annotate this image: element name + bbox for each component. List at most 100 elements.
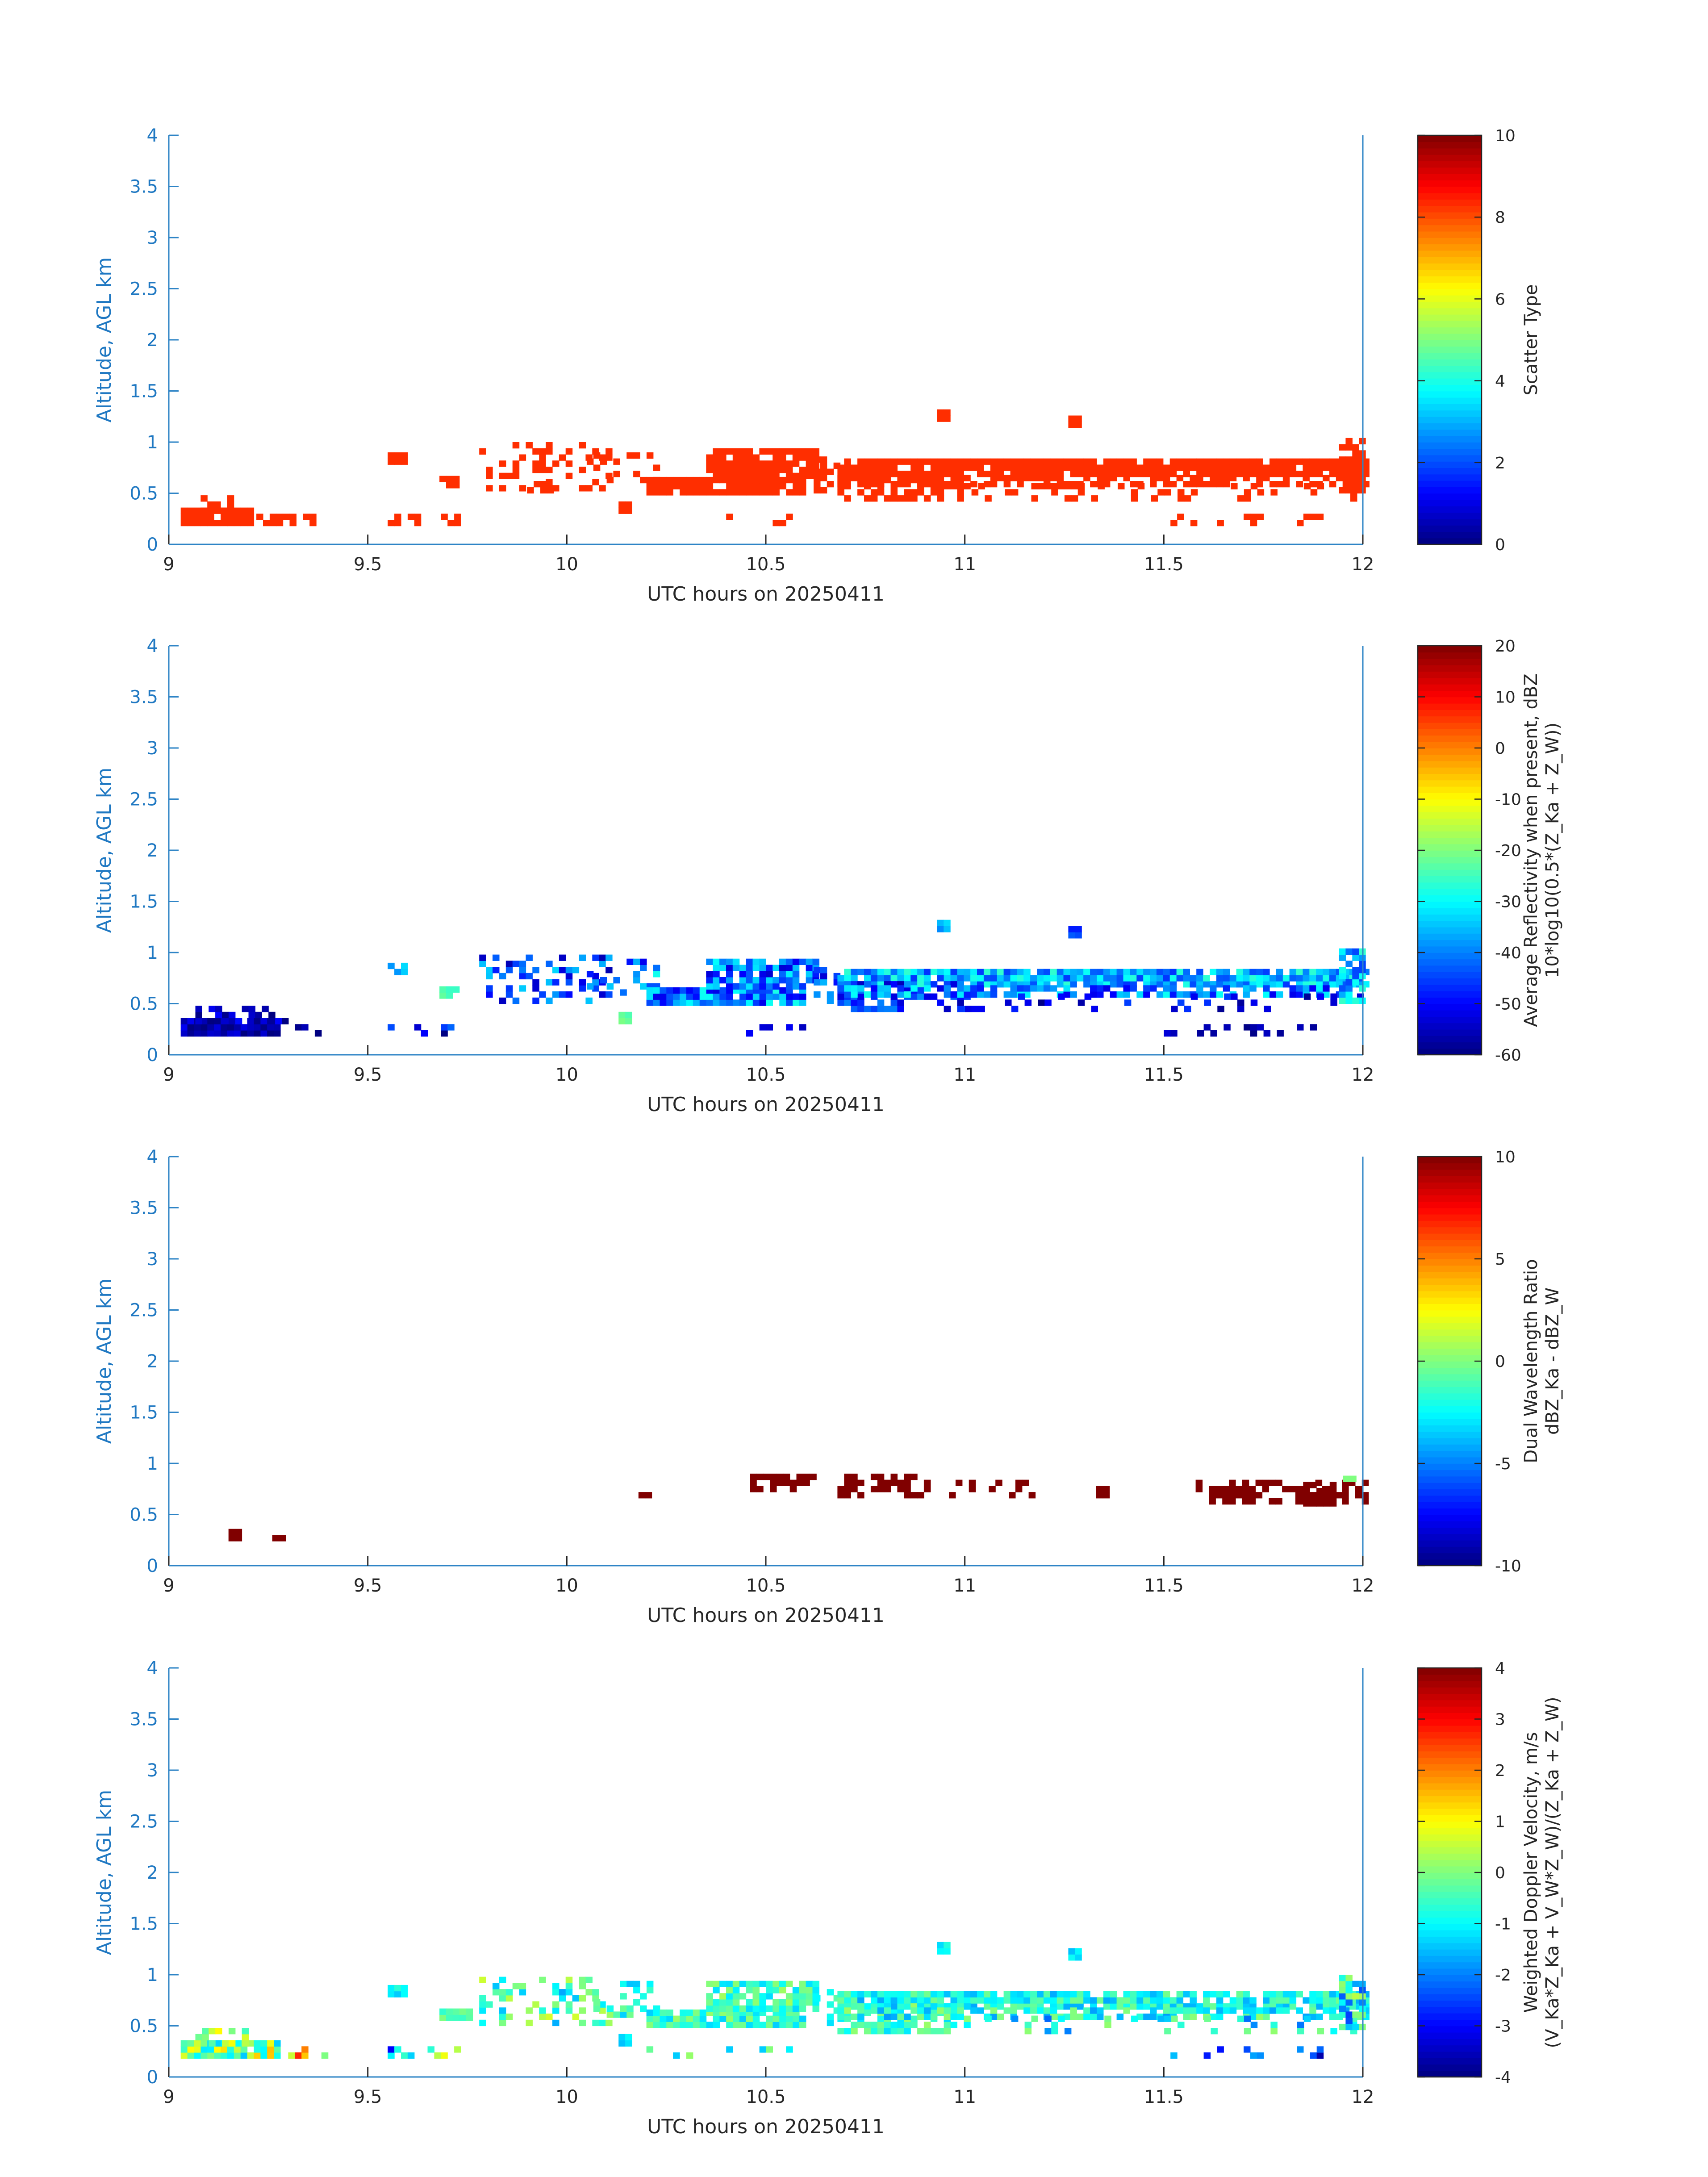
heatmap-cell (904, 991, 911, 998)
heatmap-cell (1097, 991, 1104, 998)
heatmap-cell (486, 472, 493, 479)
heatmap-cell (466, 2014, 473, 2021)
heatmap-cell (388, 458, 395, 465)
heatmap-cell (877, 991, 885, 998)
heatmap-cell (1150, 458, 1157, 465)
heatmap-cell (1103, 475, 1111, 481)
heatmap-cell (1143, 2003, 1150, 2010)
heatmap-cell (519, 1989, 526, 1996)
heatmap-cell (593, 1999, 601, 2006)
heatmap-cell (1249, 2014, 1257, 2020)
heatmap-cell (1063, 991, 1070, 998)
heatmap-cell (950, 2014, 957, 2020)
heatmap-cell (1178, 999, 1185, 1006)
colorbar-swatch (1418, 1680, 1482, 1688)
colorbar-swatch (1418, 927, 1482, 934)
heatmap-cell (600, 977, 607, 984)
heatmap-cell (884, 2022, 891, 2028)
colorbar-swatch (1418, 1252, 1482, 1259)
heatmap-cell (585, 1989, 593, 1996)
heatmap-cell (746, 460, 753, 467)
heatmap-cell (579, 467, 586, 473)
heatmap-cell (274, 2046, 281, 2053)
heatmap-cell (1276, 471, 1283, 477)
heatmap-cell (776, 1479, 784, 1486)
heatmap-cell (579, 979, 586, 986)
heatmap-cell (786, 2015, 793, 2022)
heatmap-cell (414, 514, 422, 520)
heatmap-cell (1137, 483, 1145, 489)
heatmap-cell (990, 975, 998, 982)
heatmap-cell (1310, 1500, 1317, 1507)
heatmap-cell (592, 1989, 599, 1996)
heatmap-cell (552, 991, 560, 998)
heatmap-cell (227, 2052, 234, 2059)
heatmap-cell (248, 1006, 255, 1012)
heatmap-cell (1163, 481, 1170, 488)
heatmap-cell (1057, 975, 1064, 982)
heatmap-cell (713, 999, 720, 1006)
heatmap-cell (1170, 1030, 1178, 1037)
heatmap-cell (646, 1981, 654, 1987)
heatmap-cell (1345, 1999, 1353, 2006)
heatmap-cell (857, 1479, 864, 1486)
heatmap-cell (1352, 2023, 1359, 2031)
x-tick-label: 9 (163, 2087, 174, 2107)
heatmap-cell (1043, 975, 1051, 982)
heatmap-cell (1136, 969, 1144, 975)
heatmap-cell (990, 2014, 998, 2020)
colorbar-swatch (1418, 1744, 1482, 1751)
heatmap-cell (799, 472, 806, 479)
heatmap-cell (766, 993, 773, 1000)
heatmap-cell (1257, 2052, 1264, 2059)
colorbar-swatch (1418, 882, 1482, 889)
heatmap-cell (1083, 2007, 1090, 2014)
heatmap-cell (726, 2005, 733, 2012)
heatmap-cell (565, 1989, 573, 1996)
heatmap-cell (686, 2052, 693, 2059)
y-tick-label: 4 (147, 125, 158, 146)
heatmap-cell (1083, 475, 1090, 481)
heatmap-cell (1090, 991, 1097, 998)
colorbar-swatch (1418, 940, 1482, 947)
heatmap-cell (1289, 975, 1297, 982)
heatmap-cell (512, 1983, 520, 1989)
heatmap-cell (1345, 2023, 1353, 2031)
colorbar-swatch (1418, 1003, 1482, 1011)
heatmap-cell (726, 1987, 733, 1993)
heatmap-cell (719, 2005, 727, 2012)
heatmap-cell (1203, 2052, 1211, 2059)
heatmap-cell (1316, 975, 1323, 982)
heatmap-cell (937, 1997, 944, 2004)
heatmap-cell (1339, 948, 1346, 955)
heatmap-cell (633, 958, 640, 965)
heatmap-cell (766, 983, 773, 990)
heatmap-cell (539, 467, 546, 473)
heatmap-cell (283, 514, 290, 520)
heatmap-cell (1057, 475, 1064, 481)
heatmap-cell (1216, 475, 1224, 481)
heatmap-cell (759, 1993, 766, 2000)
heatmap-cell (1352, 973, 1359, 980)
heatmap-cell (180, 514, 188, 520)
colorbar-swatch (1418, 760, 1482, 768)
heatmap-cell (870, 1473, 878, 1480)
heatmap-cell (930, 993, 938, 1000)
heatmap-cell (599, 991, 606, 998)
heatmap-cell (401, 962, 408, 969)
heatmap-cell (1190, 993, 1198, 1000)
heatmap-cell (844, 969, 851, 975)
heatmap-cell (739, 489, 747, 496)
y-axis-label: Altitude, AGL km (93, 1790, 116, 1955)
heatmap-cell (1276, 1991, 1283, 1997)
heatmap-cell (739, 993, 747, 1000)
heatmap-cell (1237, 2015, 1244, 2022)
heatmap-cell (785, 971, 793, 978)
heatmap-cell (1083, 464, 1090, 471)
colorbar-swatch (1418, 1879, 1482, 1886)
heatmap-cell (1150, 985, 1157, 992)
heatmap-cell (646, 483, 654, 489)
heatmap-cell (1010, 475, 1017, 481)
heatmap-cell (546, 979, 553, 986)
heatmap-cell (1184, 1006, 1191, 1012)
